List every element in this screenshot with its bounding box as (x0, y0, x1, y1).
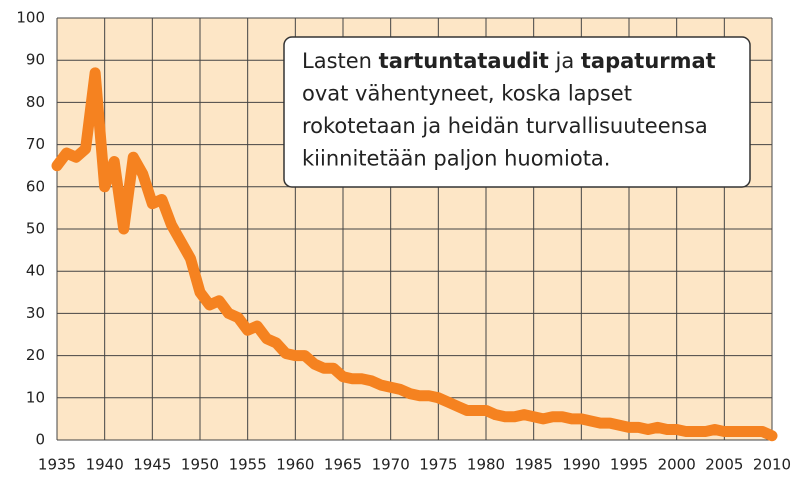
annotation-text: rokotetaan ja heidän turvallisuuteensa (302, 114, 708, 138)
annotation-text: ovat vähentyneet, koska lapset (302, 82, 632, 106)
y-tick-label: 50 (26, 220, 45, 238)
y-tick-label: 100 (16, 9, 45, 27)
x-tick-label: 1965 (324, 456, 362, 474)
y-tick-label: 10 (26, 388, 45, 406)
x-tick-label: 1985 (515, 456, 553, 474)
annotation-text: kiinnitetään paljon huomiota. (302, 147, 610, 171)
y-tick-label: 0 (35, 431, 45, 449)
y-tick-label: 40 (26, 262, 45, 280)
y-tick-label: 30 (26, 304, 45, 322)
annotation-text: tapaturmat (581, 49, 716, 73)
x-tick-label: 1950 (181, 456, 219, 474)
x-tick-label: 1980 (467, 456, 505, 474)
x-tick-label: 1970 (372, 456, 410, 474)
x-tick-label: 1935 (38, 456, 76, 474)
annotation-line: ovat vähentyneet, koska lapset (302, 82, 632, 106)
annotation-line: rokotetaan ja heidän turvallisuuteensa (302, 114, 708, 138)
x-tick-label: 1945 (133, 456, 171, 474)
x-tick-label: 2010 (753, 456, 791, 474)
y-tick-label: 70 (26, 135, 45, 153)
x-tick-label: 1990 (562, 456, 600, 474)
y-tick-label: 20 (26, 346, 45, 364)
annotation-text: tartuntataudit (379, 49, 549, 73)
annotation-text: Lasten (302, 49, 379, 73)
annotation-line: kiinnitetään paljon huomiota. (302, 147, 610, 171)
y-tick-label: 90 (26, 51, 45, 69)
annotation-box (283, 36, 751, 188)
y-tick-label: 60 (26, 177, 45, 195)
x-tick-label: 1975 (419, 456, 457, 474)
x-tick-label: 2000 (658, 456, 696, 474)
annotation-line: Lasten tartuntataudit ja tapaturmat (302, 49, 716, 73)
x-tick-label: 1995 (610, 456, 648, 474)
x-tick-label: 1955 (229, 456, 267, 474)
annotation-text: ja (549, 49, 581, 73)
x-tick-label: 2005 (705, 456, 743, 474)
x-tick-label: 1960 (276, 456, 314, 474)
x-tick-label: 1940 (86, 456, 124, 474)
data-line (51, 67, 778, 442)
y-tick-label: 80 (26, 93, 45, 111)
